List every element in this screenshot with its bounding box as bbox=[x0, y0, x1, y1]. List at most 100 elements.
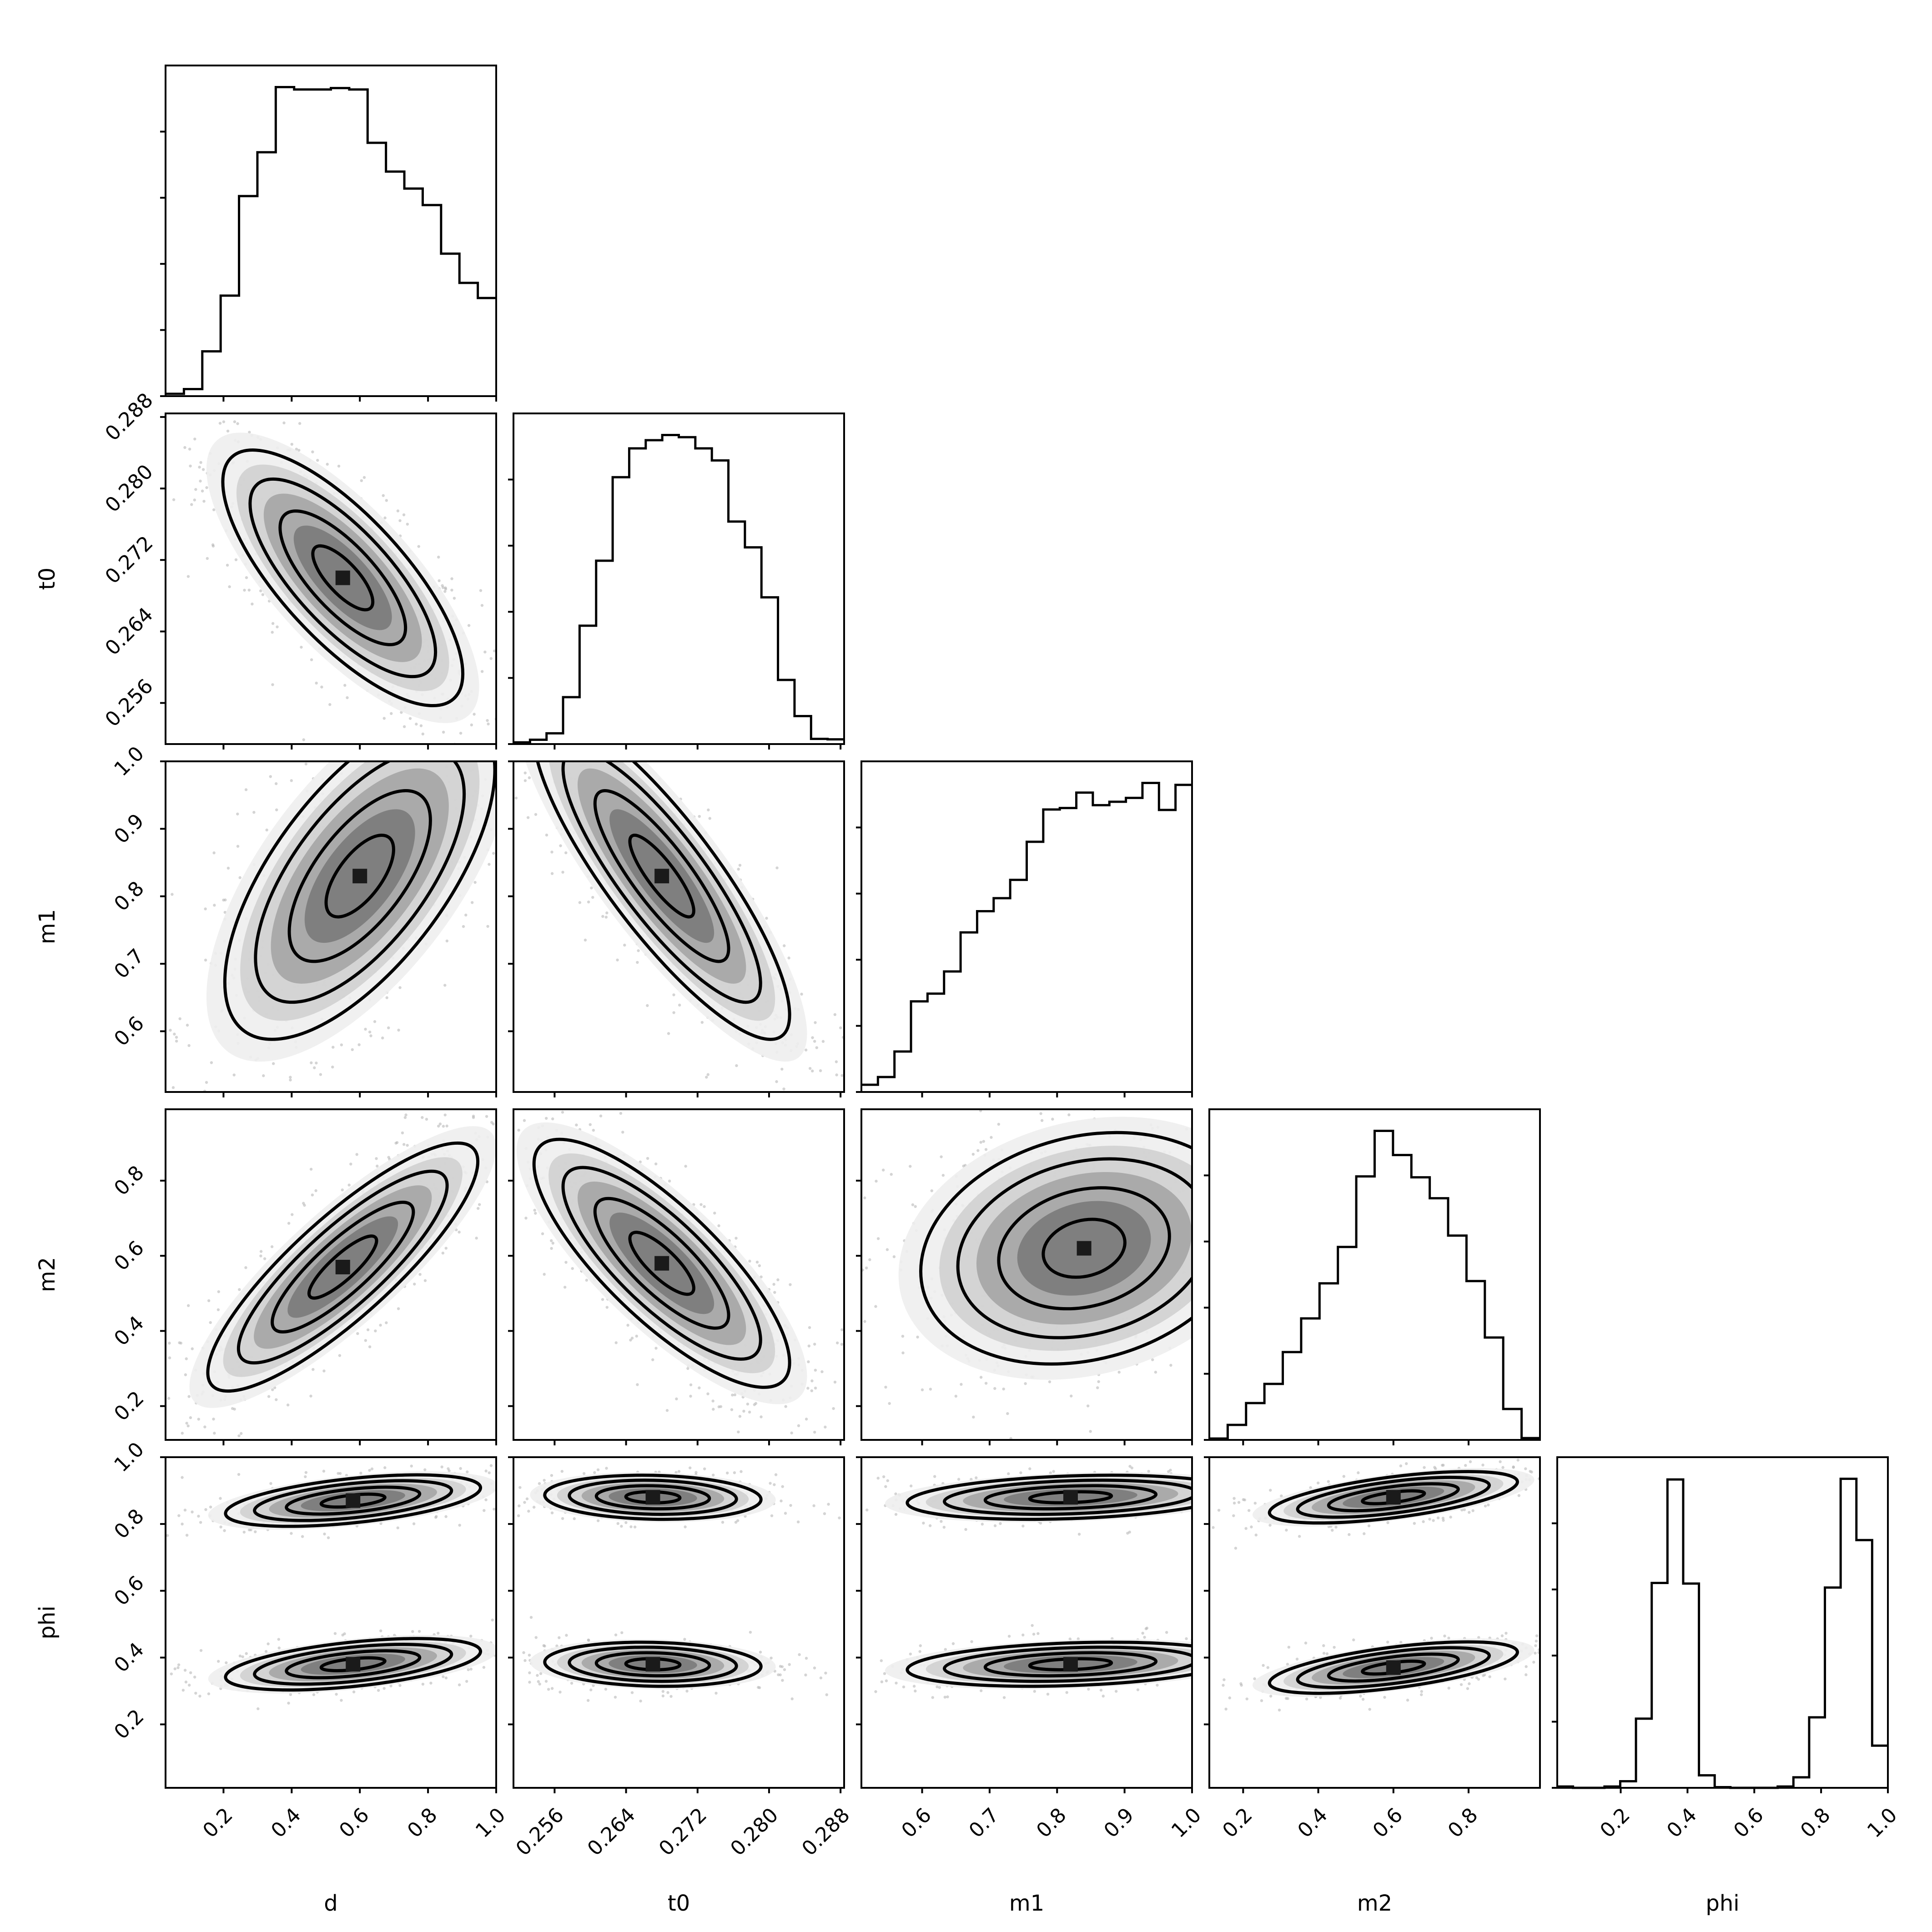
contour-level-3 bbox=[287, 789, 432, 963]
sample-point bbox=[787, 956, 790, 960]
sample-point bbox=[286, 1404, 290, 1407]
sample-point bbox=[213, 904, 216, 907]
sample-point bbox=[169, 1028, 172, 1032]
sample-point bbox=[807, 1360, 810, 1363]
sample-point bbox=[290, 443, 293, 446]
sample-point bbox=[605, 1306, 609, 1309]
sample-point bbox=[480, 670, 484, 673]
sample-point bbox=[748, 1410, 751, 1414]
sample-point bbox=[746, 1402, 750, 1406]
sample-point bbox=[187, 1395, 191, 1398]
sample-point bbox=[888, 1402, 891, 1405]
sample-point bbox=[444, 587, 448, 591]
sample-point bbox=[731, 1394, 734, 1397]
sample-point bbox=[563, 1286, 567, 1289]
sample-point bbox=[623, 943, 626, 947]
sample-point bbox=[360, 479, 363, 483]
sample-point bbox=[678, 1003, 681, 1007]
sample-point bbox=[315, 1062, 318, 1065]
sample-point bbox=[589, 1123, 592, 1126]
sample-point bbox=[758, 1264, 761, 1268]
sample-point bbox=[833, 1380, 837, 1384]
sample-point bbox=[210, 1061, 213, 1064]
sample-point bbox=[443, 1113, 447, 1117]
sample-point bbox=[291, 1213, 294, 1216]
sample-point bbox=[790, 1431, 793, 1434]
sample-point bbox=[316, 458, 319, 462]
sample-point bbox=[776, 1278, 780, 1282]
sample-point bbox=[186, 1023, 189, 1027]
sample-point bbox=[675, 1397, 678, 1401]
contour-level-2 bbox=[254, 761, 466, 1004]
sample-point bbox=[450, 589, 453, 592]
sample-point bbox=[993, 1387, 996, 1390]
sample-point bbox=[811, 1036, 814, 1039]
sample-point bbox=[262, 1074, 265, 1077]
sample-point bbox=[705, 1076, 708, 1079]
sample-point bbox=[760, 1415, 763, 1419]
sample-point bbox=[976, 1149, 980, 1152]
sample-point bbox=[315, 681, 318, 685]
sample-point bbox=[654, 1162, 658, 1166]
sample-point bbox=[1040, 1119, 1044, 1122]
sample-point bbox=[960, 1383, 963, 1386]
sample-point bbox=[346, 696, 349, 699]
sample-point bbox=[806, 1387, 810, 1390]
sample-point bbox=[775, 866, 779, 870]
sample-point bbox=[821, 1040, 825, 1043]
sample-point bbox=[338, 1354, 342, 1357]
sample-point bbox=[271, 631, 274, 634]
sample-point bbox=[637, 949, 640, 952]
sample-point bbox=[187, 1044, 191, 1047]
sample-point bbox=[443, 984, 447, 987]
sample-point bbox=[289, 1076, 292, 1079]
sample-point bbox=[263, 1257, 267, 1260]
contour-level-4 bbox=[324, 833, 395, 919]
sample-point bbox=[797, 1424, 800, 1427]
sample-point bbox=[605, 911, 609, 915]
sample-point bbox=[824, 1425, 827, 1429]
sample-point bbox=[218, 422, 222, 425]
sample-point bbox=[475, 1237, 478, 1240]
histogram-m2 bbox=[1209, 1130, 1540, 1440]
sample-point bbox=[310, 1061, 313, 1065]
sample-point bbox=[730, 1408, 734, 1411]
sample-point bbox=[245, 576, 248, 579]
sample-point bbox=[478, 1203, 481, 1206]
sample-point bbox=[311, 1193, 314, 1197]
sample-point bbox=[811, 1069, 814, 1073]
sample-point bbox=[480, 604, 484, 607]
sample-point bbox=[289, 1078, 292, 1082]
sample-point bbox=[1002, 1387, 1005, 1391]
sample-point bbox=[528, 776, 531, 780]
sample-point bbox=[754, 1402, 758, 1405]
sample-point bbox=[564, 851, 568, 855]
sample-point bbox=[236, 422, 239, 425]
sample-point bbox=[259, 589, 262, 593]
sample-point bbox=[833, 1013, 837, 1016]
sample-point bbox=[178, 1341, 181, 1344]
sample-point bbox=[364, 1027, 367, 1031]
sample-point bbox=[717, 1224, 720, 1228]
sample-point bbox=[874, 1305, 877, 1308]
sample-point bbox=[385, 499, 388, 502]
contour-level-3 bbox=[593, 1197, 730, 1330]
contour-level-2 bbox=[236, 1169, 449, 1365]
sample-point bbox=[417, 545, 420, 548]
sample-point bbox=[672, 993, 675, 996]
sample-point bbox=[550, 850, 553, 854]
sample-point bbox=[237, 1434, 241, 1438]
sample-point bbox=[181, 1432, 184, 1435]
sample-point bbox=[493, 649, 496, 653]
sample-point bbox=[755, 1260, 759, 1264]
sample-point bbox=[884, 1385, 887, 1389]
sample-point bbox=[550, 1247, 553, 1250]
sample-point bbox=[437, 555, 440, 559]
sample-point bbox=[274, 782, 278, 785]
contour-level-4 bbox=[628, 1231, 695, 1296]
sample-point bbox=[442, 1125, 445, 1128]
sample-point bbox=[390, 712, 393, 715]
sample-point bbox=[737, 867, 740, 871]
sample-point bbox=[738, 1415, 742, 1418]
sample-point bbox=[470, 901, 474, 904]
